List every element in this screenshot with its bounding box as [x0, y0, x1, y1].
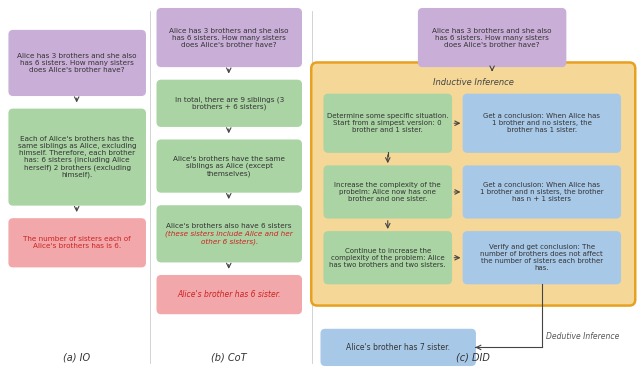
Text: In total, there are 9 siblings (3
brothers + 6 sisters): In total, there are 9 siblings (3 brothe… [175, 96, 284, 110]
Text: Inductive Inference: Inductive Inference [433, 78, 514, 87]
Text: Alice's brother has 6 sister.: Alice's brother has 6 sister. [177, 290, 281, 299]
FancyBboxPatch shape [157, 80, 301, 126]
FancyBboxPatch shape [463, 232, 620, 283]
FancyBboxPatch shape [463, 94, 620, 152]
FancyBboxPatch shape [157, 9, 301, 67]
Text: Continue to increase the
complexity of the problem: Alice
has two brothers and t: Continue to increase the complexity of t… [330, 248, 446, 268]
Text: Increase the complexity of the
probelm: Alice now has one
brother and one sister: Increase the complexity of the probelm: … [335, 182, 441, 202]
Text: Get a conclusion: When Alice has
1 brother and no sisters, the
brother has 1 sis: Get a conclusion: When Alice has 1 broth… [483, 113, 600, 133]
FancyBboxPatch shape [324, 166, 451, 218]
Text: other 6 sisters).: other 6 sisters). [200, 239, 258, 245]
FancyBboxPatch shape [9, 219, 145, 267]
FancyBboxPatch shape [463, 166, 620, 218]
Text: Alice has 3 brothers and she also
has 6 sisters. How many sisters
does Alice's b: Alice has 3 brothers and she also has 6 … [17, 53, 137, 73]
FancyBboxPatch shape [321, 329, 476, 365]
Text: Get a conclusion: When Alice has
1 brother and n sisters, the brother
has n + 1 : Get a conclusion: When Alice has 1 broth… [480, 182, 604, 202]
Text: (a) IO: (a) IO [63, 352, 90, 362]
Text: Alice's brother has 7 sister.: Alice's brother has 7 sister. [346, 343, 450, 352]
FancyBboxPatch shape [324, 232, 451, 283]
Text: Each of Alice's brothers has the
same siblings as Alice, excluding
himself. Ther: Each of Alice's brothers has the same si… [18, 136, 136, 178]
Text: The number of sisters each of
Alice's brothers has is 6.: The number of sisters each of Alice's br… [24, 236, 131, 249]
FancyBboxPatch shape [311, 62, 636, 306]
Text: Verify and get conclusion: The
number of brothers does not affect
the number of : Verify and get conclusion: The number of… [481, 244, 603, 271]
Text: Dedutive Inference: Dedutive Inference [546, 332, 619, 341]
FancyBboxPatch shape [157, 140, 301, 192]
Text: (c) DID: (c) DID [456, 352, 490, 362]
FancyBboxPatch shape [157, 206, 301, 262]
FancyBboxPatch shape [324, 94, 451, 152]
Text: Alice's brothers have the same
siblings as Alice (except
themselves): Alice's brothers have the same siblings … [173, 156, 285, 177]
FancyBboxPatch shape [157, 276, 301, 313]
FancyBboxPatch shape [9, 109, 145, 205]
Text: Alice has 3 brothers and she also
has 6 sisters. How many sisters
does Alice's b: Alice has 3 brothers and she also has 6 … [433, 28, 552, 47]
Text: (b) CoT: (b) CoT [211, 352, 246, 362]
Text: Alice has 3 brothers and she also
has 6 sisters. How many sisters
does Alice's b: Alice has 3 brothers and she also has 6 … [170, 28, 289, 47]
FancyBboxPatch shape [9, 31, 145, 95]
Text: Determine some specific situation.
Start from a simpest version: 0
brother and 1: Determine some specific situation. Start… [327, 113, 449, 133]
FancyBboxPatch shape [419, 9, 566, 67]
Text: (these sisters include Alice and her: (these sisters include Alice and her [165, 230, 293, 237]
Text: Alice's brothers also have 6 sisters: Alice's brothers also have 6 sisters [166, 223, 292, 229]
